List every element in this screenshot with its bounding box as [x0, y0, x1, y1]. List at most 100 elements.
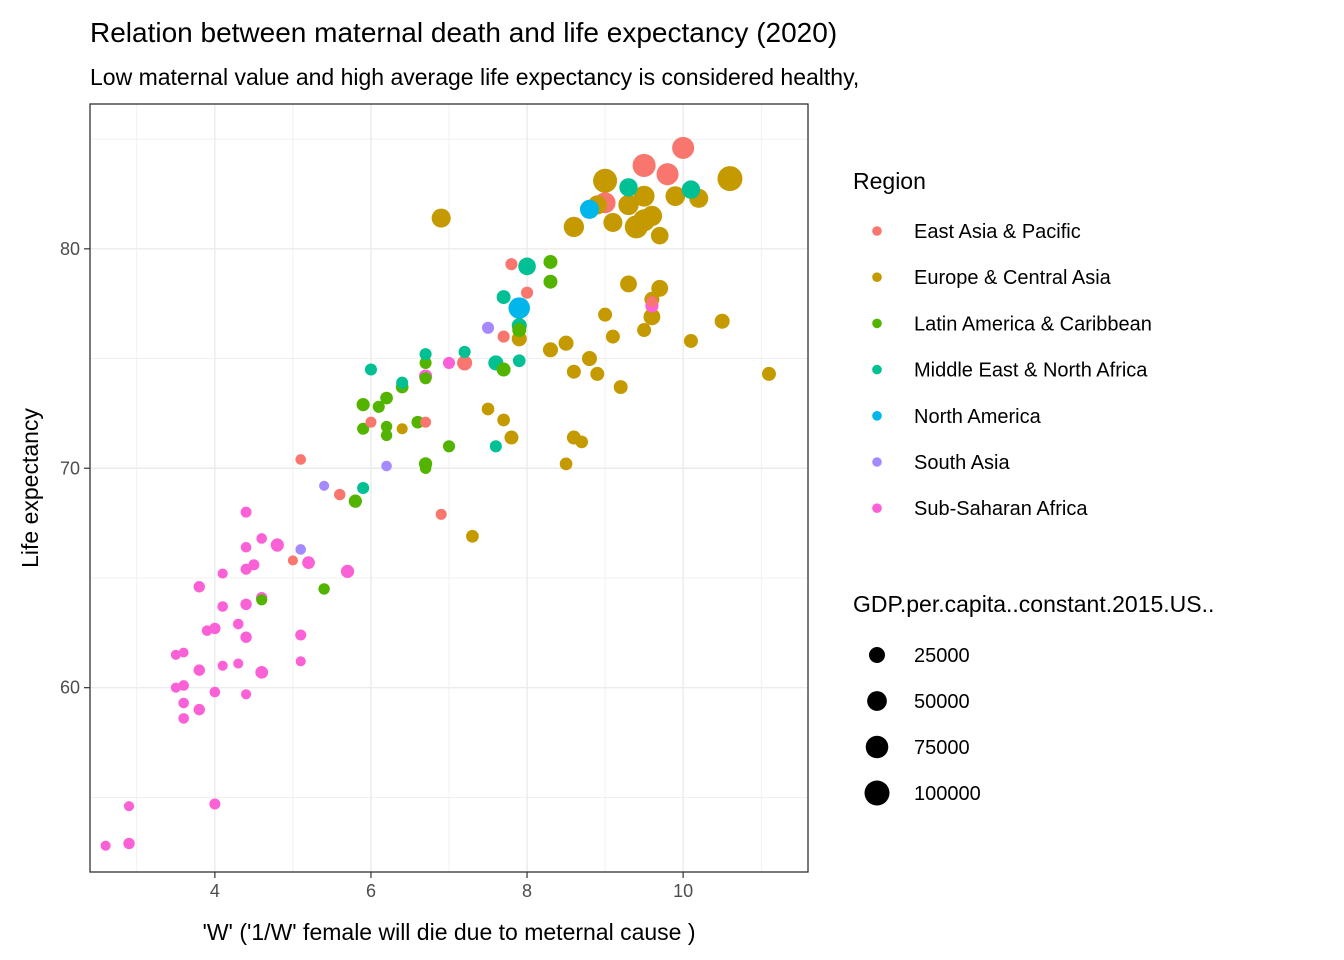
data-point	[420, 416, 432, 428]
legend-color-label: East Asia & Pacific	[914, 221, 1081, 243]
data-point	[302, 556, 315, 569]
data-point	[496, 362, 511, 377]
data-point	[240, 506, 252, 518]
data-point	[435, 508, 447, 520]
y-tick-label: 60	[60, 678, 80, 698]
data-point	[497, 413, 510, 427]
legend-color-label: Latin America & Caribbean	[914, 313, 1152, 335]
data-point	[643, 308, 661, 326]
data-point	[681, 180, 701, 199]
data-point	[566, 364, 581, 379]
legend-color-key	[872, 364, 882, 375]
data-point	[637, 323, 652, 337]
x-tick-label: 8	[522, 881, 532, 901]
size-legend-items: 25000 50000 75000 100000	[864, 645, 981, 806]
data-point	[665, 186, 686, 207]
data-point	[481, 321, 495, 334]
data-point	[209, 686, 221, 698]
data-point	[201, 625, 213, 636]
legend-size-key	[867, 691, 887, 711]
color-legend-items: East Asia & Pacific Europe & Central Asia…	[872, 221, 1152, 520]
data-point	[632, 153, 656, 177]
data-point	[563, 216, 585, 238]
legend-color-key	[872, 411, 882, 421]
data-point	[505, 258, 518, 271]
data-point	[334, 488, 346, 501]
data-point	[481, 402, 495, 416]
data-point	[380, 429, 393, 442]
data-point	[240, 598, 252, 611]
size-legend: GDP.per.capita..constant.2015.US.. 25000…	[853, 591, 1214, 806]
data-point	[178, 713, 189, 724]
data-point	[193, 581, 205, 593]
legend-color-label: Sub-Saharan Africa	[914, 498, 1088, 520]
data-point	[348, 494, 362, 508]
data-point	[178, 680, 189, 691]
data-point	[683, 333, 698, 348]
data-point	[518, 257, 536, 276]
data-point	[100, 840, 111, 851]
data-point	[419, 462, 432, 474]
data-point	[357, 422, 370, 435]
chart-subtitle: Low maternal value and high average life…	[90, 64, 859, 90]
data-point	[240, 541, 252, 553]
data-point	[123, 801, 135, 812]
data-point	[593, 168, 618, 193]
y-tick-label: 70	[60, 458, 80, 478]
data-point	[598, 307, 613, 322]
data-point	[603, 212, 623, 233]
data-point	[209, 798, 221, 810]
data-point	[650, 226, 669, 245]
data-point	[558, 335, 574, 351]
data-point	[381, 460, 392, 472]
data-point	[543, 255, 558, 269]
data-point	[365, 416, 377, 428]
data-point	[646, 295, 658, 307]
legend-size-key	[865, 735, 889, 759]
legend-size-label: 100000	[914, 783, 981, 805]
legend-color-key	[872, 503, 882, 513]
data-point	[396, 423, 408, 435]
data-point	[633, 185, 655, 207]
data-point	[123, 837, 135, 850]
data-point	[442, 440, 456, 453]
data-point	[256, 533, 267, 544]
data-point	[178, 697, 189, 709]
data-point	[512, 323, 527, 337]
data-point	[233, 658, 244, 669]
data-point	[714, 313, 730, 329]
data-point	[579, 199, 600, 219]
data-point	[217, 601, 228, 612]
data-point	[431, 208, 451, 228]
legend-size-key	[864, 780, 890, 806]
data-point	[419, 348, 432, 361]
color-legend: Region East Asia & Pacific Europe & Centr…	[853, 168, 1152, 520]
data-point	[287, 555, 298, 566]
legend-color-label: South Asia	[914, 452, 1011, 474]
data-point	[641, 205, 663, 227]
data-point	[419, 356, 432, 369]
data-point	[318, 583, 330, 595]
data-point	[217, 568, 228, 579]
legend-color-label: North America	[914, 406, 1042, 428]
data-point	[466, 529, 479, 543]
data-point	[217, 660, 228, 671]
x-tick-label: 6	[366, 881, 376, 901]
data-point	[364, 363, 378, 376]
data-point	[178, 647, 189, 658]
data-point	[618, 194, 639, 216]
data-point	[581, 351, 598, 367]
data-point	[170, 649, 181, 660]
data-point	[372, 400, 385, 413]
legend-size-label: 75000	[914, 737, 970, 759]
data-point	[542, 342, 558, 358]
data-point	[508, 297, 530, 319]
data-point	[559, 457, 573, 471]
x-tick-label: 4	[210, 881, 220, 901]
data-point	[356, 397, 370, 412]
x-tick-label: 10	[673, 881, 693, 901]
y-tick-label: 80	[60, 239, 80, 259]
data-point	[193, 664, 205, 676]
data-point	[458, 345, 471, 358]
